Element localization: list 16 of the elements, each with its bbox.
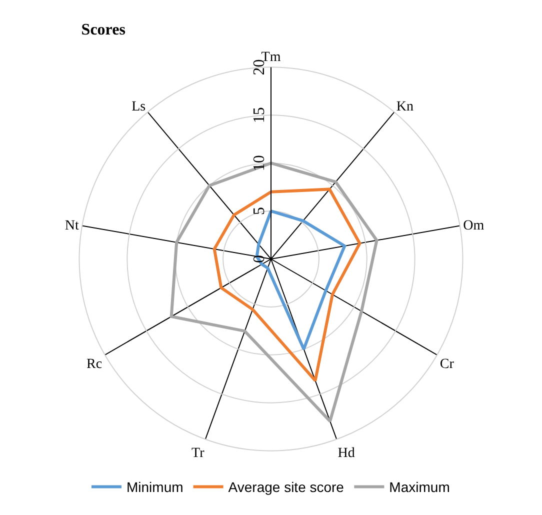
legend-label: Minimum — [126, 479, 184, 496]
chart-title: Scores — [81, 21, 126, 38]
spoke-label: Nt — [64, 218, 80, 234]
y-tick-label: 0 — [251, 255, 268, 263]
spoke-label: Tr — [192, 446, 205, 462]
y-tick-label: 10 — [251, 155, 268, 172]
spoke-label: Kn — [396, 100, 414, 115]
spoke-label: Rc — [86, 356, 102, 372]
y-tick-label: 15 — [251, 107, 268, 124]
spoke-label: Ls — [132, 100, 146, 115]
legend-label: Average site score — [228, 479, 344, 496]
spoke-label: Hd — [338, 446, 355, 462]
spoke-label: Cr — [440, 356, 454, 372]
spoke-label: Om — [463, 218, 484, 234]
legend-label: Maximum — [389, 479, 450, 496]
y-tick-label: 5 — [251, 207, 268, 216]
